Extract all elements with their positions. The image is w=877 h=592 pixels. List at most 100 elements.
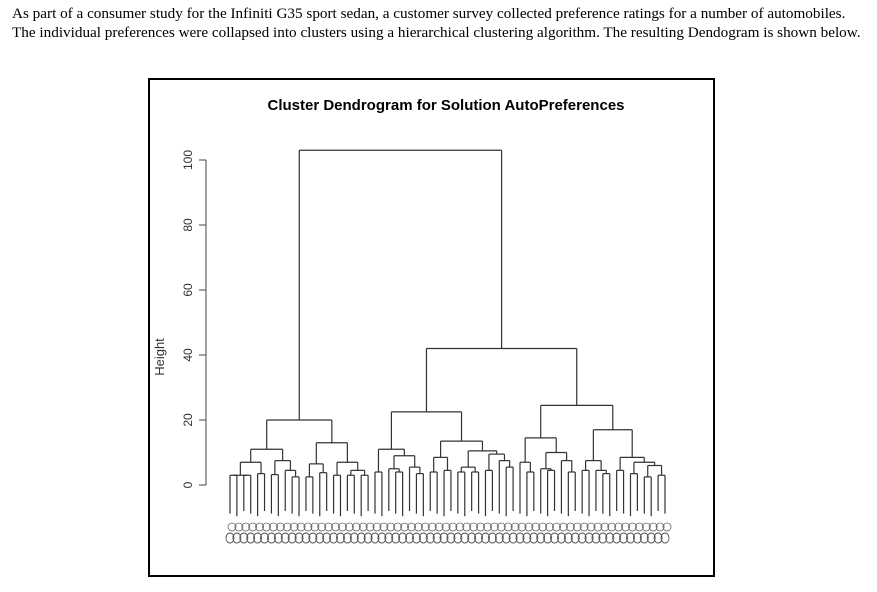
leaf-label-glyph [453, 532, 463, 544]
leaf-label-glyph [584, 532, 594, 544]
leaf-label-glyph [349, 532, 359, 544]
leaf-label-glyph [455, 522, 465, 532]
leaf-label-glyph [655, 522, 665, 532]
leaf-label-glyph [289, 522, 299, 532]
leaf-label-glyph [446, 532, 456, 544]
leaf-label-glyph [331, 522, 340, 532]
leaf-label-glyph [248, 522, 258, 532]
leaf-label-glyph [414, 522, 423, 532]
intro-paragraph: As part of a consumer study for the Infi… [12, 5, 861, 41]
leaf-label-glyph [324, 522, 334, 532]
leaf-label-glyph [639, 532, 649, 544]
leaf-label-glyph [234, 522, 244, 532]
leaf-label-glyph [481, 532, 490, 544]
leaf-label-glyph [296, 522, 306, 532]
leaf-label-glyph [593, 522, 603, 532]
leaf-label-glyph [653, 532, 663, 544]
leaf-label-glyph [232, 532, 242, 544]
leaf-label-glyph [358, 522, 368, 532]
leaf-label-glyph [225, 532, 235, 544]
leaf-label-glyph [384, 532, 394, 544]
leaf-label-glyph [476, 522, 485, 532]
leaf-label-glyph [336, 532, 345, 544]
leaf-label-glyph [425, 532, 435, 544]
dendrogram-tree [225, 149, 672, 544]
leaf-label-glyph [227, 522, 237, 532]
leaf-label-glyph [489, 522, 499, 532]
leaf-label-glyph [536, 532, 546, 544]
leaf-label-glyph [607, 522, 617, 532]
leaf-label-glyph [619, 532, 629, 544]
leaf-label-glyph [510, 522, 520, 532]
leaf-label-glyph [621, 522, 630, 532]
leaf-label-glyph [552, 522, 561, 532]
leaf-label-glyph [612, 532, 622, 544]
leaf-label-glyph [494, 532, 504, 544]
leaf-label-glyph [255, 522, 265, 532]
figure-frame [148, 78, 715, 577]
leaf-label-glyph [391, 532, 401, 544]
leaf-label-glyph [517, 522, 527, 532]
leaf-label-glyph [365, 522, 375, 532]
leaf-label-glyph [626, 532, 635, 544]
leaf-label-glyph [386, 522, 396, 532]
leaf-label-glyph [531, 522, 541, 532]
leaf-label-glyph [501, 532, 511, 544]
leaf-label-glyph [441, 522, 451, 532]
leaf-label-glyph [287, 532, 297, 544]
leaf-label-glyph [641, 522, 651, 532]
leaf-label-glyph [317, 522, 327, 532]
leaf-label-glyph [448, 522, 458, 532]
leaf-label-glyph [556, 532, 566, 544]
leaf-label-glyph [474, 532, 484, 544]
leaf-label-glyph [393, 522, 403, 532]
leaf-label-glyph [614, 522, 624, 532]
leaf-label-glyph [508, 532, 518, 544]
leaf-label-glyph [467, 532, 477, 544]
leaf-label-glyph [273, 532, 283, 544]
leaf-label-glyph [301, 532, 311, 544]
leaf-label-glyph [605, 532, 615, 544]
leaf-label-glyph [577, 532, 587, 544]
leaf-label-glyph [529, 532, 539, 544]
y-axis-label: Height [152, 338, 167, 376]
leaf-label-glyph [543, 532, 553, 544]
leaf-label-glyph [579, 522, 589, 532]
leaf-label-glyph [329, 532, 339, 544]
leaf-label-glyph [269, 522, 278, 532]
leaf-label-glyph [418, 532, 428, 544]
leaf-label-glyph [266, 532, 276, 544]
leaf-label-glyph [634, 522, 644, 532]
leaf-label-glyph [427, 522, 437, 532]
leaf-label-glyph [496, 522, 506, 532]
y-tick-label: 20 [181, 413, 195, 427]
leaf-label-glyph [439, 532, 449, 544]
leaf-label-glyph [356, 532, 366, 544]
leaf-label-glyph [372, 522, 382, 532]
leaf-label-glyph [586, 522, 596, 532]
leaf-label-glyph [570, 532, 580, 544]
leaf-label-glyph [420, 522, 430, 532]
leaf-label-glyph [469, 522, 479, 532]
leaf-label-glyph [315, 532, 325, 544]
leaf-label-glyph [342, 532, 352, 544]
y-tick-label: 80 [181, 218, 195, 232]
leaf-label-glyph [483, 522, 492, 532]
leaf-label-glyph [522, 532, 532, 544]
leaf-label-glyph [294, 532, 304, 544]
leaf-label-glyph [515, 532, 525, 544]
leaf-label-glyph [303, 522, 313, 532]
y-tick-label: 0 [181, 481, 195, 488]
leaf-label-glyph [432, 532, 442, 544]
leaf-label-glyph [275, 522, 285, 532]
leaf-label-glyph [524, 522, 534, 532]
leaf-label-glyph [280, 532, 290, 544]
y-tick-label: 60 [181, 283, 195, 297]
leaf-label-glyph [379, 522, 389, 532]
leaf-label-glyph [600, 522, 610, 532]
leaf-label-glyph [462, 522, 472, 532]
leaf-label-glyph [363, 532, 373, 544]
leaf-label-glyph [377, 532, 387, 544]
y-tick-label: 100 [181, 150, 195, 170]
